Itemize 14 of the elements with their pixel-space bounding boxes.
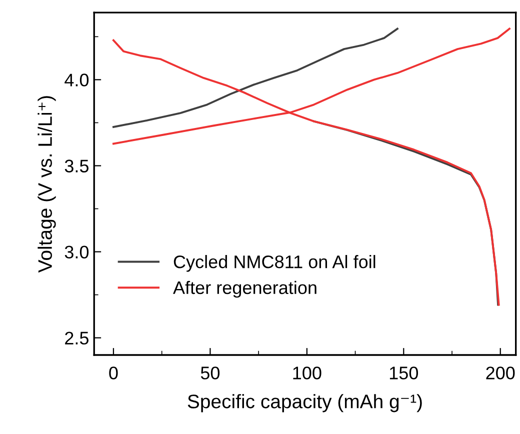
y-tick-label: 3.0 (64, 246, 89, 258)
x-tick-label: 50 (200, 366, 220, 380)
x-tick-label: 200 (486, 366, 515, 380)
y-tick-label: 2.5 (65, 332, 89, 345)
x-tick-label: 0 (109, 366, 118, 380)
x-tick-label: 150 (390, 366, 418, 380)
legend-label: After regeneration (173, 280, 316, 298)
x-axis-title: Specific capacity (mAh g⁻¹) (188, 394, 422, 412)
legend-label: Cycled NMC811 on Al foil (174, 254, 376, 272)
line-series (112, 28, 398, 128)
y-tick-label: 4.0 (64, 74, 89, 86)
y-tick-label: 3.5 (64, 160, 89, 172)
x-tick-label: 100 (293, 366, 322, 380)
y-axis-title: Voltage (V vs. Li/Li⁺) (38, 96, 56, 273)
